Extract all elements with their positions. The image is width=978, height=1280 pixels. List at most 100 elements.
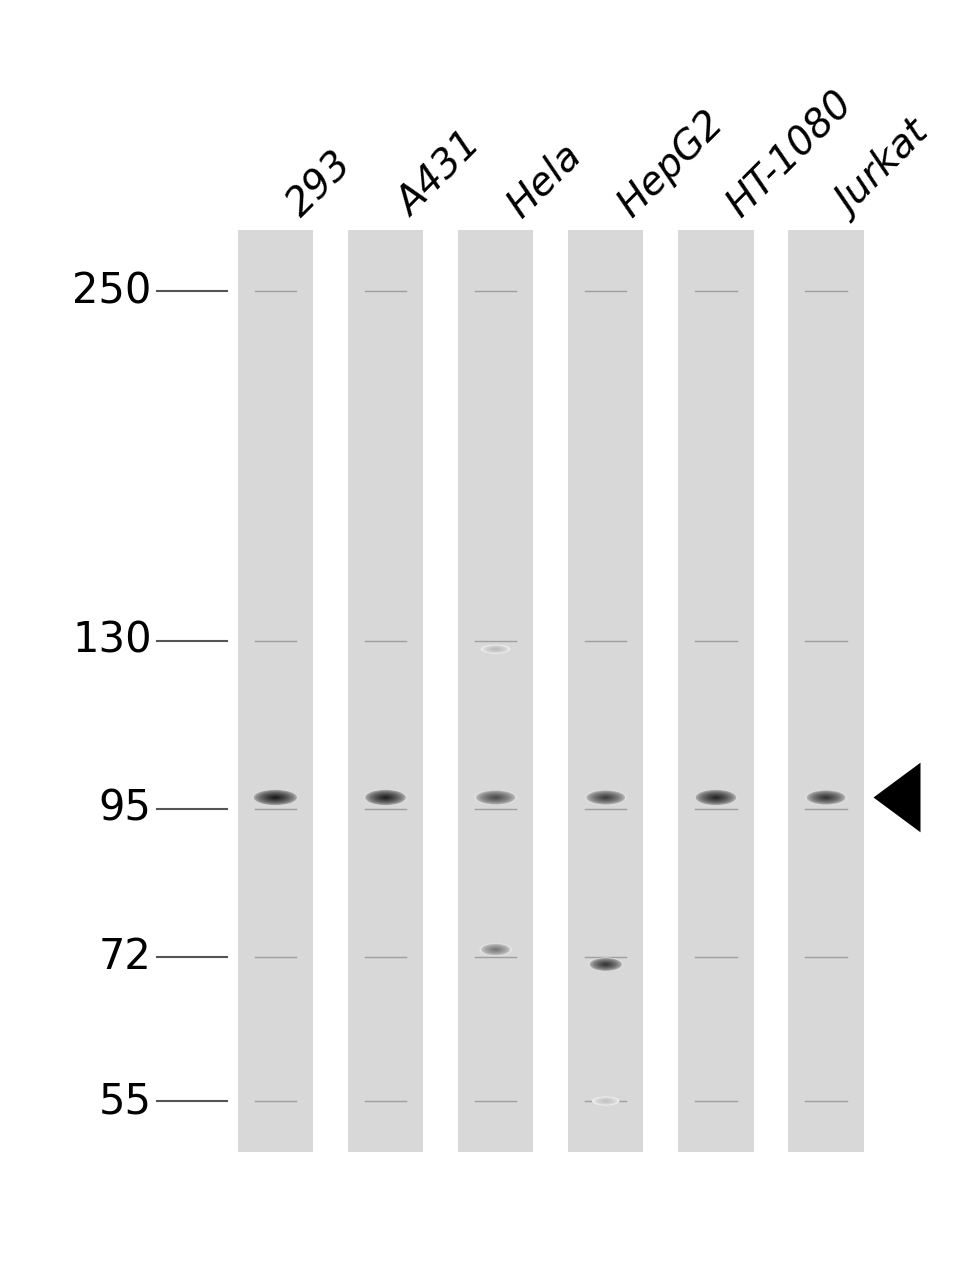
Ellipse shape: [488, 947, 502, 952]
Ellipse shape: [383, 796, 387, 799]
Ellipse shape: [363, 790, 407, 806]
Bar: [347, 230, 422, 1152]
Bar: [458, 230, 533, 1152]
Ellipse shape: [588, 957, 623, 972]
Ellipse shape: [600, 963, 609, 966]
Ellipse shape: [586, 791, 624, 805]
Ellipse shape: [492, 948, 498, 951]
Ellipse shape: [600, 796, 610, 800]
Ellipse shape: [493, 649, 498, 650]
Text: Jurkat: Jurkat: [830, 116, 937, 224]
Ellipse shape: [367, 791, 404, 804]
Ellipse shape: [700, 792, 730, 803]
Text: 95: 95: [99, 787, 152, 829]
Ellipse shape: [598, 961, 612, 968]
Ellipse shape: [600, 1100, 609, 1102]
Ellipse shape: [483, 645, 508, 653]
Ellipse shape: [597, 795, 614, 801]
Ellipse shape: [599, 1098, 612, 1103]
Ellipse shape: [255, 791, 294, 804]
Ellipse shape: [251, 790, 298, 806]
Ellipse shape: [601, 796, 608, 799]
Ellipse shape: [381, 796, 388, 799]
Ellipse shape: [595, 794, 616, 801]
Text: 293: 293: [280, 145, 359, 224]
Ellipse shape: [817, 795, 834, 801]
Bar: [238, 230, 313, 1152]
Ellipse shape: [479, 943, 511, 956]
Polygon shape: [872, 763, 919, 832]
Ellipse shape: [253, 790, 296, 805]
Ellipse shape: [490, 947, 501, 952]
Ellipse shape: [595, 960, 615, 969]
Ellipse shape: [473, 790, 516, 805]
Ellipse shape: [594, 1097, 616, 1105]
Ellipse shape: [491, 948, 499, 951]
Ellipse shape: [708, 795, 723, 800]
Ellipse shape: [265, 794, 285, 801]
Ellipse shape: [593, 1097, 618, 1105]
Ellipse shape: [484, 946, 506, 954]
Ellipse shape: [489, 648, 501, 652]
Bar: [678, 230, 753, 1152]
Ellipse shape: [710, 795, 721, 800]
Ellipse shape: [600, 963, 611, 966]
Ellipse shape: [493, 797, 497, 799]
Text: HT-1080: HT-1080: [720, 83, 861, 224]
Ellipse shape: [480, 943, 510, 955]
Ellipse shape: [492, 796, 499, 799]
Ellipse shape: [271, 796, 279, 799]
Bar: [787, 230, 863, 1152]
Ellipse shape: [590, 792, 621, 804]
Ellipse shape: [811, 792, 839, 803]
Ellipse shape: [706, 794, 725, 801]
Ellipse shape: [376, 794, 394, 801]
Text: 72: 72: [99, 936, 152, 978]
Ellipse shape: [374, 794, 396, 801]
Ellipse shape: [591, 959, 620, 970]
Ellipse shape: [480, 645, 510, 654]
Ellipse shape: [602, 964, 608, 965]
Ellipse shape: [484, 646, 507, 653]
Ellipse shape: [485, 646, 505, 652]
Ellipse shape: [273, 796, 277, 799]
Ellipse shape: [481, 945, 509, 955]
Ellipse shape: [263, 794, 287, 801]
Ellipse shape: [475, 791, 514, 805]
Ellipse shape: [713, 796, 717, 799]
Ellipse shape: [822, 796, 828, 799]
Ellipse shape: [486, 795, 504, 801]
Ellipse shape: [589, 957, 621, 970]
Ellipse shape: [820, 796, 830, 800]
Text: A431: A431: [390, 125, 488, 224]
Text: Hela: Hela: [500, 136, 589, 224]
Ellipse shape: [603, 797, 607, 799]
Ellipse shape: [379, 795, 390, 800]
Ellipse shape: [484, 794, 506, 801]
Bar: [567, 230, 643, 1152]
Ellipse shape: [813, 794, 837, 803]
Ellipse shape: [598, 1098, 613, 1103]
Ellipse shape: [481, 645, 509, 653]
Ellipse shape: [269, 795, 281, 800]
Ellipse shape: [806, 791, 844, 805]
Ellipse shape: [591, 792, 619, 803]
Ellipse shape: [597, 961, 614, 968]
Ellipse shape: [592, 959, 618, 970]
Ellipse shape: [483, 945, 508, 955]
Ellipse shape: [369, 791, 402, 804]
Ellipse shape: [599, 795, 612, 800]
Ellipse shape: [365, 790, 405, 805]
Ellipse shape: [600, 1100, 611, 1103]
Ellipse shape: [594, 960, 617, 969]
Ellipse shape: [804, 790, 846, 805]
Ellipse shape: [810, 792, 841, 804]
Ellipse shape: [808, 791, 843, 804]
Ellipse shape: [593, 794, 617, 803]
Ellipse shape: [823, 797, 827, 799]
Ellipse shape: [481, 792, 510, 803]
Ellipse shape: [588, 791, 623, 804]
Ellipse shape: [482, 794, 508, 803]
Ellipse shape: [490, 796, 501, 800]
Ellipse shape: [711, 796, 719, 799]
